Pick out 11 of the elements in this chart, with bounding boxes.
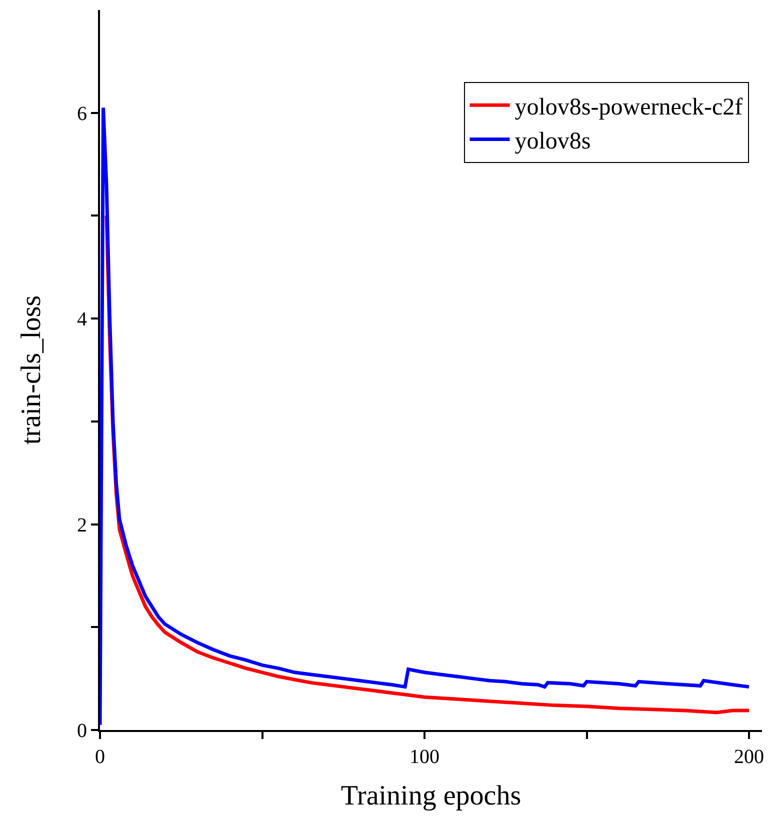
x-axis-title: Training epochs [340,780,522,812]
y-tick-label: 4 [77,308,87,331]
x-tick-label: 100 [410,746,440,768]
x-tick-label: 0 [95,746,105,768]
y-tick-label: 6 [77,102,87,125]
legend-label: yolov8s-powerneck-c2f [514,94,743,120]
y-tick-label: 2 [77,514,87,536]
x-tick-label: 200 [734,746,764,768]
y-axis-title: train-cls_loss [16,295,48,445]
legend-label: yolov8s [514,128,591,155]
y-tick-label: 0 [77,720,87,742]
